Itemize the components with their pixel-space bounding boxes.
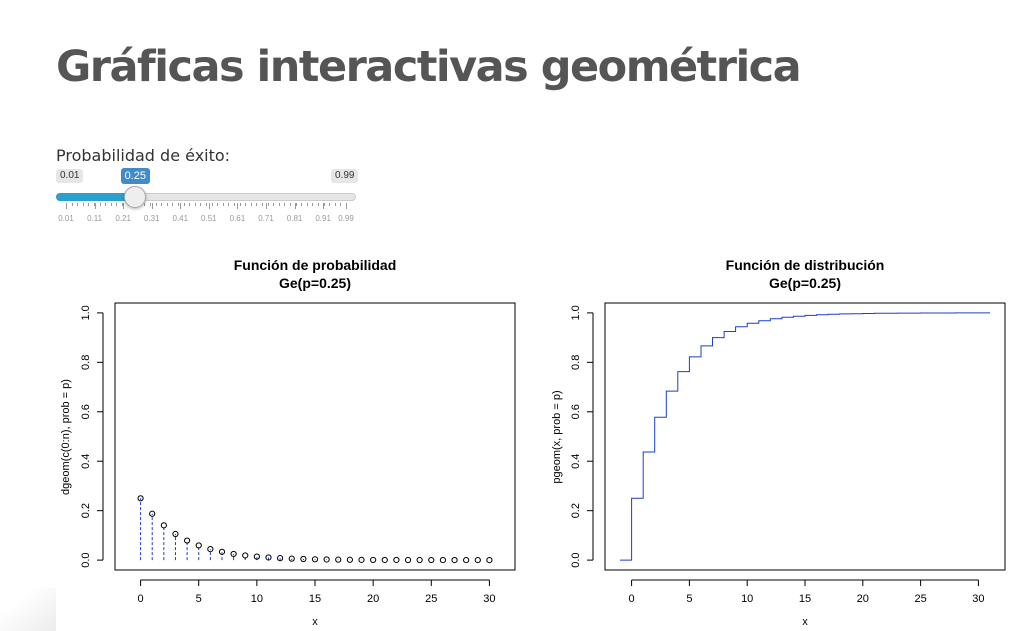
probability-point <box>370 556 377 564</box>
left-plot-ylabel: dgeom(c(0:n), prob = p) <box>60 379 72 495</box>
probability-point <box>265 554 272 561</box>
right-plot-xlabel: x <box>802 616 808 628</box>
probability-point <box>300 555 307 563</box>
y-tick-label: 1.0 <box>80 305 92 320</box>
y-tick-label: 0.6 <box>80 404 92 419</box>
probability-point <box>486 557 493 564</box>
slider-min-label: 0.01 <box>56 169 84 183</box>
x-tick-label: 20 <box>367 593 379 605</box>
x-tick-label: 25 <box>425 593 437 605</box>
probability-point <box>183 537 191 544</box>
y-tick-label: 0.4 <box>570 454 582 469</box>
x-tick-label: 10 <box>741 593 753 605</box>
slider-handle[interactable] <box>123 186 146 208</box>
y-tick-label: 0.0 <box>570 552 582 567</box>
probability-point <box>335 556 342 563</box>
probability-point <box>393 556 400 564</box>
y-tick-label: 1.0 <box>570 305 582 320</box>
x-tick-label: 0 <box>629 593 635 605</box>
slider-label: Probabilidad de éxito: <box>56 146 231 165</box>
probability-point <box>160 522 167 529</box>
left-plot-title-line2: Ge(p=0.25) <box>279 275 351 291</box>
probability-point <box>358 556 365 563</box>
y-tick-label: 0.2 <box>80 503 92 518</box>
probability-point <box>230 550 237 558</box>
y-tick-label: 0.2 <box>570 503 582 518</box>
probability-point <box>207 546 214 553</box>
probability-point <box>416 556 423 564</box>
x-tick-label: 0 <box>138 593 144 605</box>
x-tick-label: 20 <box>857 593 869 605</box>
probability-point <box>253 553 260 560</box>
x-tick-label: 15 <box>799 593 811 605</box>
cdf-step-line <box>620 312 990 561</box>
corner-shadow <box>0 588 56 631</box>
probability-point <box>451 556 458 564</box>
probability-point <box>242 552 249 559</box>
probability-point <box>195 542 202 549</box>
probability-point <box>404 556 412 564</box>
right-plot-ylabel: pgeom(x, prob = p) <box>551 390 563 483</box>
x-tick-label: 25 <box>914 593 926 605</box>
probability-point <box>323 556 330 563</box>
slider-max-label: 0.99 <box>331 169 359 183</box>
y-tick-label: 0.8 <box>570 355 582 370</box>
x-tick-label: 15 <box>309 593 321 605</box>
x-tick-label: 5 <box>686 593 692 605</box>
right-plot-title-line1: Función de distribución <box>726 257 885 273</box>
y-tick-label: 0.6 <box>570 404 582 419</box>
probability-point <box>137 495 144 502</box>
probability-point <box>463 556 470 564</box>
page-title: Gráficas interactivas geométrica <box>56 42 802 92</box>
x-tick-label: 30 <box>972 593 984 605</box>
probability-point <box>218 548 226 555</box>
right-plot-title-line2: Ge(p=0.25) <box>769 275 841 291</box>
probability-point <box>311 556 319 563</box>
x-tick-label: 30 <box>483 593 495 605</box>
probability-point <box>439 556 447 564</box>
y-tick-label: 0.0 <box>80 552 92 567</box>
probability-point <box>428 556 435 564</box>
probability-point <box>346 556 353 563</box>
probability-point <box>288 555 295 562</box>
left-plot-title-line1: Función de probabilidad <box>234 257 397 273</box>
slider-value-badge: 0.25 <box>120 168 150 184</box>
probability-point <box>277 555 284 562</box>
probability-plot: Función de probabilidad Ge(p=0.25) x dge… <box>60 257 516 628</box>
probability-point <box>172 530 179 538</box>
slider-fill <box>56 193 135 201</box>
probability-point <box>381 556 388 564</box>
x-tick-label: 5 <box>196 593 202 605</box>
probability-point <box>149 510 156 517</box>
y-tick-label: 0.8 <box>80 355 92 370</box>
right-plot-frame <box>604 302 1006 571</box>
y-tick-label: 0.4 <box>80 454 92 469</box>
x-tick-label: 10 <box>251 593 263 605</box>
left-plot-xlabel: x <box>312 616 318 628</box>
probability-point <box>474 556 481 564</box>
left-plot-frame <box>114 302 516 571</box>
